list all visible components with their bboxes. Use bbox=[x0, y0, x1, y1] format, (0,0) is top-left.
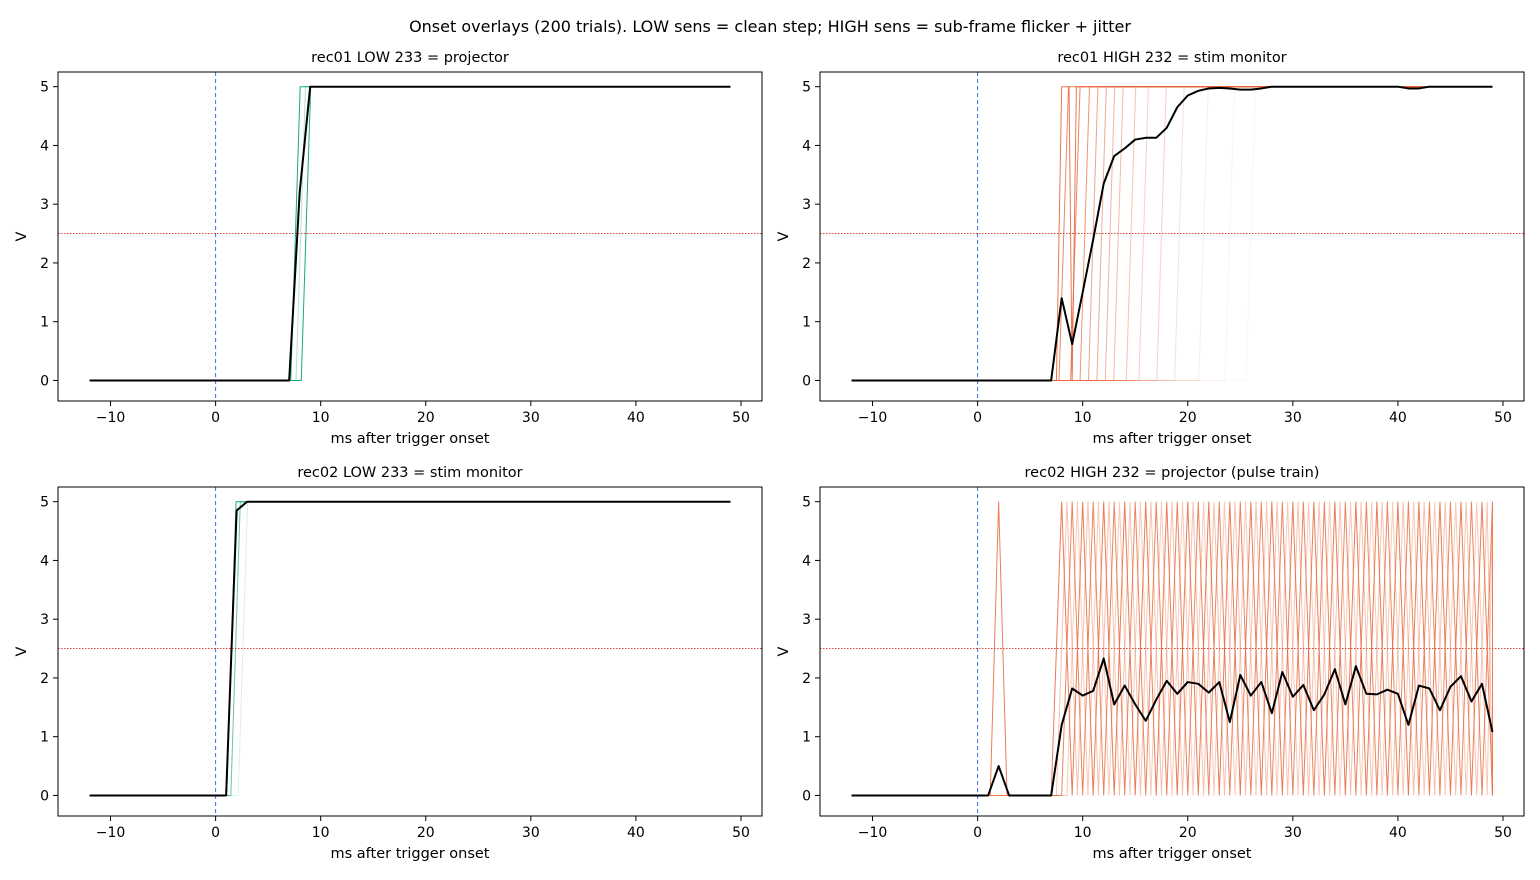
x-tick-label: 0 bbox=[973, 825, 982, 841]
pulse-trace-1 bbox=[851, 501, 1493, 796]
y-tick-label: 1 bbox=[802, 730, 811, 746]
x-tick-label: 10 bbox=[312, 410, 330, 426]
y-tick-label: 5 bbox=[40, 80, 49, 96]
y-tick-label: 1 bbox=[802, 315, 811, 331]
mean-trace bbox=[851, 85, 1493, 382]
y-tick-label: 4 bbox=[40, 138, 49, 154]
mean-trace bbox=[851, 657, 1494, 797]
x-tick-label: 10 bbox=[1074, 410, 1092, 426]
x-tick-label: −10 bbox=[96, 825, 126, 841]
chart-panel-4: −10 0 10 20 30 40 50 0 1 2 3 4 5 rec02 HIGH 232 = pro… bbox=[776, 465, 1525, 862]
x-axis-label: ms after trigger onset bbox=[1093, 431, 1252, 447]
y-tick-label: 3 bbox=[802, 612, 811, 628]
chart-panel-1: −10 0 10 20 30 40 50 0 1 2 3 4 5 rec01 LOW 233 = proj… bbox=[14, 50, 763, 447]
x-tick-label: 40 bbox=[1389, 825, 1407, 841]
y-tick-label: 4 bbox=[802, 553, 811, 569]
panel-title: rec02 LOW 233 = stim monitor bbox=[297, 465, 522, 481]
x-axis-label: ms after trigger onset bbox=[331, 846, 490, 862]
y-tick-label: 2 bbox=[40, 671, 49, 687]
x-tick-label: −10 bbox=[96, 410, 126, 426]
y-axis-label: V bbox=[14, 231, 30, 241]
x-tick-label: 30 bbox=[1284, 410, 1302, 426]
panel-title: rec01 HIGH 232 = stim monitor bbox=[1057, 50, 1286, 66]
pulse-trace-2 bbox=[851, 501, 1493, 796]
plot-area bbox=[58, 487, 762, 816]
x-tick-label: 50 bbox=[732, 410, 750, 426]
axes-frame bbox=[57, 71, 763, 402]
pulse-trace-3 bbox=[851, 501, 1493, 796]
y-tick-label: 1 bbox=[40, 730, 49, 746]
figure-title: Onset overlays (200 trials). LOW sens = … bbox=[409, 17, 1131, 36]
x-tick-label: 50 bbox=[1494, 825, 1512, 841]
plot-area bbox=[820, 487, 1524, 816]
y-tick-label: 4 bbox=[40, 553, 49, 569]
y-tick-label: 5 bbox=[802, 80, 811, 96]
x-tick-label: −10 bbox=[858, 825, 888, 841]
x-tick-label: 50 bbox=[732, 825, 750, 841]
y-tick-label: 0 bbox=[802, 373, 811, 389]
x-tick-label: 0 bbox=[211, 825, 220, 841]
y-axis-label: V bbox=[776, 231, 792, 241]
x-tick-label: 50 bbox=[1494, 410, 1512, 426]
x-tick-label: 10 bbox=[312, 825, 330, 841]
x-axis-label: ms after trigger onset bbox=[331, 431, 490, 447]
y-tick-label: 0 bbox=[40, 788, 49, 804]
mean-trace bbox=[89, 500, 731, 797]
x-tick-label: 0 bbox=[973, 410, 982, 426]
x-tick-label: 40 bbox=[627, 410, 645, 426]
plot-area bbox=[820, 72, 1524, 401]
y-tick-label: 5 bbox=[40, 495, 49, 511]
chart-panel-2: −10 0 10 20 30 40 50 0 1 2 3 4 5 rec01 HIGH 232 = sti… bbox=[776, 50, 1525, 447]
y-tick-label: 2 bbox=[802, 256, 811, 272]
y-tick-label: 0 bbox=[802, 788, 811, 804]
x-tick-label: 30 bbox=[522, 410, 540, 426]
y-tick-label: 5 bbox=[802, 495, 811, 511]
y-tick-label: 3 bbox=[40, 197, 49, 213]
y-tick-label: 3 bbox=[802, 197, 811, 213]
y-axis-label: V bbox=[14, 646, 30, 656]
panel-title: rec01 LOW 233 = projector bbox=[311, 50, 509, 66]
x-tick-label: 40 bbox=[627, 825, 645, 841]
x-tick-label: 20 bbox=[417, 825, 435, 841]
y-tick-label: 0 bbox=[40, 373, 49, 389]
pulse-trace-4 bbox=[851, 501, 1493, 796]
y-tick-label: 2 bbox=[802, 671, 811, 687]
x-tick-label: 10 bbox=[1074, 825, 1092, 841]
x-tick-label: 40 bbox=[1389, 410, 1407, 426]
axes-frame bbox=[819, 71, 1525, 402]
mean-trace bbox=[89, 85, 731, 382]
x-tick-label: 20 bbox=[1179, 410, 1197, 426]
panel-title: rec02 HIGH 232 = projector (pulse train) bbox=[1025, 465, 1320, 481]
x-tick-label: 20 bbox=[1179, 825, 1197, 841]
chart-panel-3: −10 0 10 20 30 40 50 0 1 2 3 4 5 rec02 LOW 233 = stim… bbox=[14, 465, 763, 862]
axes-frame bbox=[57, 486, 763, 817]
y-axis-label: V bbox=[776, 646, 792, 656]
plot-area bbox=[58, 72, 762, 401]
y-tick-label: 1 bbox=[40, 315, 49, 331]
x-tick-label: −10 bbox=[858, 410, 888, 426]
x-tick-label: 30 bbox=[1284, 825, 1302, 841]
x-axis-label: ms after trigger onset bbox=[1093, 846, 1252, 862]
x-tick-label: 30 bbox=[522, 825, 540, 841]
y-tick-label: 2 bbox=[40, 256, 49, 272]
x-tick-label: 20 bbox=[417, 410, 435, 426]
axes-frame bbox=[819, 486, 1525, 817]
x-tick-label: 0 bbox=[211, 410, 220, 426]
y-tick-label: 3 bbox=[40, 612, 49, 628]
y-tick-label: 4 bbox=[802, 138, 811, 154]
